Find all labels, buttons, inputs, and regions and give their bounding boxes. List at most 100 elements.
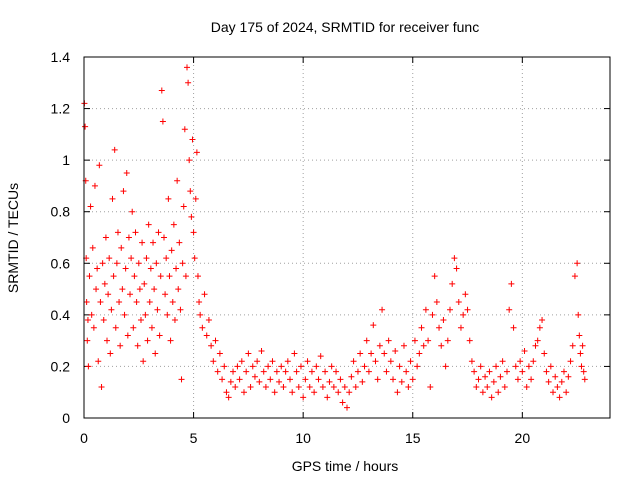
data-point — [247, 384, 254, 391]
data-point — [83, 298, 90, 305]
data-point — [444, 337, 451, 344]
data-point — [359, 378, 366, 385]
data-point — [506, 306, 513, 313]
data-point — [521, 347, 528, 354]
data-point — [379, 306, 386, 313]
data-point — [160, 234, 167, 241]
data-point — [300, 394, 307, 401]
data-point — [139, 239, 146, 246]
data-point — [114, 229, 121, 236]
data-point — [243, 368, 250, 375]
data-point — [462, 291, 469, 298]
data-point — [322, 368, 329, 375]
data-point — [171, 317, 178, 324]
data-point — [528, 376, 535, 383]
data-point — [431, 273, 438, 280]
data-point — [455, 298, 462, 305]
data-point — [238, 358, 245, 365]
data-point — [165, 195, 172, 202]
data-point — [188, 213, 195, 220]
data-point — [132, 229, 139, 236]
data-point — [510, 324, 517, 331]
data-point — [180, 203, 187, 210]
data-point — [95, 358, 102, 365]
data-point — [440, 317, 447, 324]
data-point — [155, 229, 162, 236]
data-point — [178, 376, 185, 383]
data-point — [189, 136, 196, 143]
data-point — [468, 358, 475, 365]
data-point — [357, 350, 364, 357]
data-point — [543, 368, 550, 375]
data-point — [341, 384, 348, 391]
y-tick-label: 0.4 — [51, 307, 71, 323]
data-point — [436, 324, 443, 331]
data-point — [249, 363, 256, 370]
data-point — [120, 188, 127, 195]
data-point — [427, 384, 434, 391]
data-point — [563, 389, 570, 396]
data-point — [571, 273, 578, 280]
data-point — [477, 363, 484, 370]
data-point — [133, 298, 140, 305]
data-point — [191, 255, 198, 262]
plot-frame — [83, 56, 611, 419]
data-point — [503, 368, 510, 375]
y-axis-label: SRMTID / TECUs — [5, 183, 21, 293]
grid-lines — [84, 57, 610, 418]
data-point — [182, 273, 189, 280]
data-point — [96, 162, 103, 169]
data-point — [514, 376, 521, 383]
data-point — [302, 376, 309, 383]
data-point — [85, 363, 92, 370]
data-point — [117, 342, 124, 349]
data-point — [142, 311, 149, 318]
data-point — [488, 394, 495, 401]
data-point — [267, 376, 274, 383]
x-tick-label: 10 — [295, 430, 311, 446]
data-point — [333, 368, 340, 375]
data-point — [89, 244, 96, 251]
data-point — [449, 280, 456, 287]
data-point — [560, 368, 567, 375]
data-point — [208, 342, 215, 349]
data-point — [273, 368, 280, 375]
data-point — [352, 384, 359, 391]
data-point — [162, 291, 169, 298]
data-point — [256, 378, 263, 385]
data-point — [335, 389, 342, 396]
data-point — [104, 337, 111, 344]
axis-ticks: 0 0.2 0.4 0.6 0.8 1 1.2 1.4 0 5 10 15 20 — [51, 49, 610, 446]
data-point — [396, 363, 403, 370]
data-point — [152, 350, 159, 357]
data-point — [308, 368, 315, 375]
data-point — [118, 244, 125, 251]
data-point — [451, 255, 458, 262]
data-point — [112, 324, 119, 331]
data-point — [185, 79, 192, 86]
data-point — [311, 389, 318, 396]
data-point — [464, 306, 471, 313]
data-point — [493, 363, 500, 370]
x-axis-label: GPS time / hours — [292, 458, 399, 474]
data-point — [145, 221, 152, 228]
data-point — [317, 353, 324, 360]
data-point — [313, 363, 320, 370]
data-point — [392, 347, 399, 354]
data-point — [122, 265, 129, 272]
data-point — [541, 350, 548, 357]
y-tick-label: 0 — [62, 410, 70, 426]
data-point — [124, 332, 131, 339]
data-point — [578, 363, 585, 370]
data-point — [107, 350, 114, 357]
data-point — [460, 311, 467, 318]
data-point — [374, 376, 381, 383]
data-point — [174, 177, 181, 184]
data-point — [420, 342, 427, 349]
data-point — [140, 358, 147, 365]
data-point — [471, 368, 478, 375]
data-point — [512, 363, 519, 370]
data-point — [328, 363, 335, 370]
data-point — [109, 195, 116, 202]
data-point — [163, 255, 170, 262]
